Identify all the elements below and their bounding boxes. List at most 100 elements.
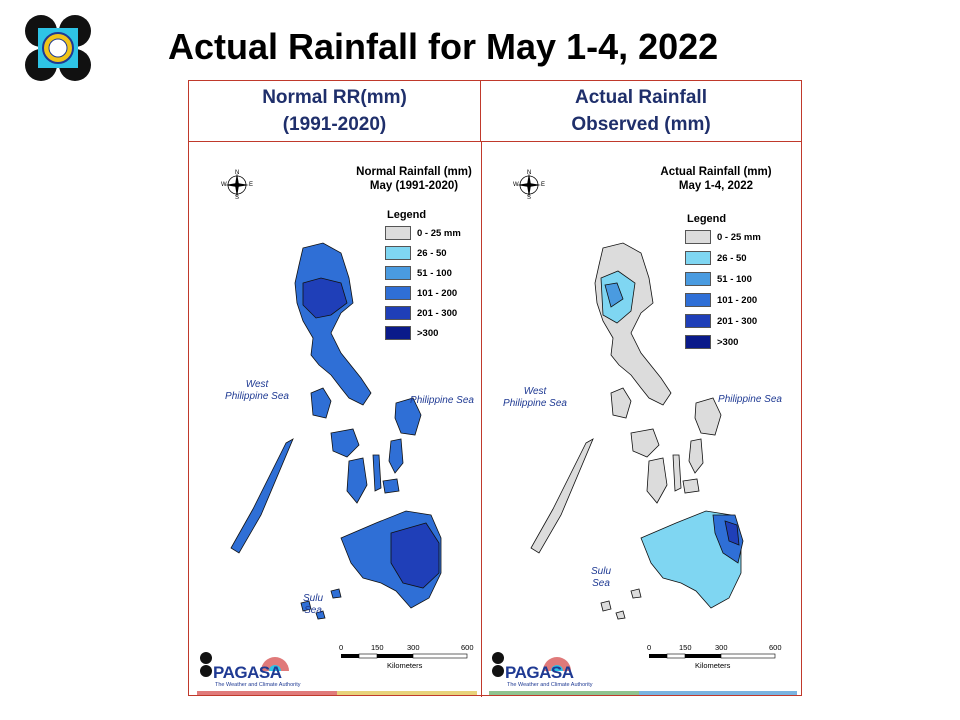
legend-swatch bbox=[685, 314, 711, 328]
legend-label: 51 - 100 bbox=[417, 267, 452, 279]
map-comparison-table: Normal RR(mm) (1991-2020) Actual Rainfal… bbox=[188, 80, 802, 697]
normal-rainfall-map-panel: N S W E Normal Rainfall (mm) May (1991-2… bbox=[191, 143, 480, 695]
legend-label: 101 - 200 bbox=[417, 287, 458, 299]
normal-legend-item: 0 - 25 mm bbox=[385, 225, 461, 241]
sulu-sea-label: Sulu Sea bbox=[590, 566, 611, 589]
normal-legend-item: >300 bbox=[385, 325, 438, 341]
west-sea-line-2: Philippine Sea bbox=[503, 398, 567, 409]
dost-logo bbox=[25, 15, 91, 81]
mindanao-east-wetter bbox=[724, 520, 740, 546]
header-actual-line-2: Observed (mm) bbox=[571, 114, 711, 135]
actual-rainfall-map bbox=[492, 173, 776, 677]
slide-title: Actual Rainfall for May 1-4, 2022 bbox=[168, 26, 719, 67]
normal-legend-item: 51 - 100 bbox=[385, 265, 452, 281]
legend-swatch bbox=[685, 335, 711, 349]
legend-swatch bbox=[385, 226, 411, 240]
luzon-north-high bbox=[302, 277, 348, 319]
compass-n: N bbox=[527, 170, 532, 176]
legend-label: 0 - 25 mm bbox=[717, 231, 761, 243]
normal-map-title-line-2: May (1991-2020) bbox=[369, 180, 459, 192]
scale-bar bbox=[649, 653, 776, 659]
negros bbox=[346, 457, 368, 504]
header-actual-line-1: Actual Rainfall bbox=[575, 87, 707, 108]
luzon-north-wetter bbox=[604, 282, 624, 308]
compass-n: N bbox=[235, 170, 240, 176]
legend-swatch bbox=[685, 272, 711, 286]
legend-label: >300 bbox=[717, 336, 739, 348]
scale-bar bbox=[341, 653, 468, 659]
scale-tick: 0 bbox=[339, 643, 344, 652]
west-philippine-sea-label: West Philippine Sea bbox=[495, 386, 575, 410]
compass-s: S bbox=[235, 195, 240, 201]
west-sea-line-2: Philippine Sea bbox=[225, 391, 289, 402]
normal-legend-title: Legend bbox=[387, 209, 427, 221]
west-sea-line-1: West bbox=[245, 379, 269, 390]
philippine-sea-label: Philippine Sea bbox=[718, 394, 782, 405]
north-arrow-compass bbox=[517, 173, 541, 197]
actual-legend-item: 0 - 25 mm bbox=[685, 229, 761, 245]
actual-legend-item: 201 - 300 bbox=[685, 313, 757, 329]
cebu bbox=[372, 454, 382, 492]
panay bbox=[330, 428, 360, 458]
scale-unit: Kilometers bbox=[387, 661, 423, 670]
actual-map-title: Actual Rainfall (mm) May 1-4, 2022 bbox=[651, 165, 781, 193]
philippine-sea-label: Philippine Sea bbox=[410, 395, 474, 406]
legend-label: >300 bbox=[417, 327, 439, 339]
legend-swatch bbox=[685, 230, 711, 244]
scale-tick: 300 bbox=[715, 643, 728, 652]
normal-legend-item: 101 - 200 bbox=[385, 285, 457, 301]
mindoro bbox=[310, 387, 332, 419]
legend-label: 201 - 300 bbox=[417, 307, 458, 319]
scale-tick: 150 bbox=[679, 643, 692, 652]
compass-s: S bbox=[527, 195, 532, 201]
palawan bbox=[530, 438, 594, 554]
actual-map-title-line-2: May 1-4, 2022 bbox=[678, 180, 754, 192]
bohol bbox=[682, 478, 700, 494]
mindoro bbox=[610, 387, 632, 419]
scale-tick: 300 bbox=[407, 643, 420, 652]
panay bbox=[630, 428, 660, 458]
actual-legend-item: 26 - 50 bbox=[685, 250, 747, 266]
legend-swatch bbox=[685, 251, 711, 265]
actual-legend-item: 51 - 100 bbox=[685, 271, 752, 287]
compass-e: E bbox=[249, 182, 254, 188]
legend-swatch bbox=[385, 246, 411, 260]
pagasa-name: PAGASA bbox=[505, 663, 574, 682]
header-normal-line-2: (1991-2020) bbox=[282, 114, 387, 135]
color-strip-blue bbox=[639, 691, 797, 695]
actual-legend-item: 101 - 200 bbox=[685, 292, 757, 308]
legend-swatch bbox=[385, 306, 411, 320]
west-philippine-sea-label: West Philippine Sea bbox=[217, 379, 297, 403]
legend-swatch bbox=[685, 293, 711, 307]
legend-label: 0 - 25 mm bbox=[417, 227, 461, 239]
color-strip-green bbox=[489, 691, 639, 695]
scale-tick: 600 bbox=[769, 643, 782, 652]
luzon-region bbox=[594, 242, 672, 406]
normal-map-title: Normal Rainfall (mm) May (1991-2020) bbox=[349, 165, 479, 193]
legend-label: 201 - 300 bbox=[717, 315, 758, 327]
legend-swatch bbox=[385, 326, 411, 340]
legend-label: 101 - 200 bbox=[717, 294, 758, 306]
legend-swatch bbox=[385, 266, 411, 280]
actual-map-title-line-1: Actual Rainfall (mm) bbox=[660, 166, 772, 178]
sulu-sea-label: Sulu Sea bbox=[302, 593, 323, 616]
scale-tick: 600 bbox=[461, 643, 474, 652]
palawan bbox=[230, 438, 294, 554]
compass-w: W bbox=[221, 182, 227, 188]
legend-label: 26 - 50 bbox=[417, 247, 447, 259]
legend-label: 26 - 50 bbox=[717, 252, 747, 264]
actual-rainfall-map-panel: N S W E Actual Rainfall (mm) May 1-4, 20… bbox=[483, 143, 801, 695]
normal-legend-item: 201 - 300 bbox=[385, 305, 457, 321]
normal-legend-item: 26 - 50 bbox=[385, 245, 447, 261]
normal-rainfall-map bbox=[200, 173, 468, 677]
samar bbox=[394, 397, 422, 436]
pagasa-logo bbox=[200, 652, 289, 677]
legend-swatch bbox=[385, 286, 411, 300]
compass-e: E bbox=[541, 182, 546, 188]
mindanao-east-high bbox=[390, 522, 440, 589]
scale-tick: 0 bbox=[647, 643, 652, 652]
normal-map-title-line-1: Normal Rainfall (mm) bbox=[356, 166, 472, 178]
sulu-islands bbox=[300, 588, 342, 620]
header-actual-rainfall: Actual Rainfall Observed (mm) bbox=[481, 81, 801, 142]
cebu bbox=[672, 454, 682, 492]
